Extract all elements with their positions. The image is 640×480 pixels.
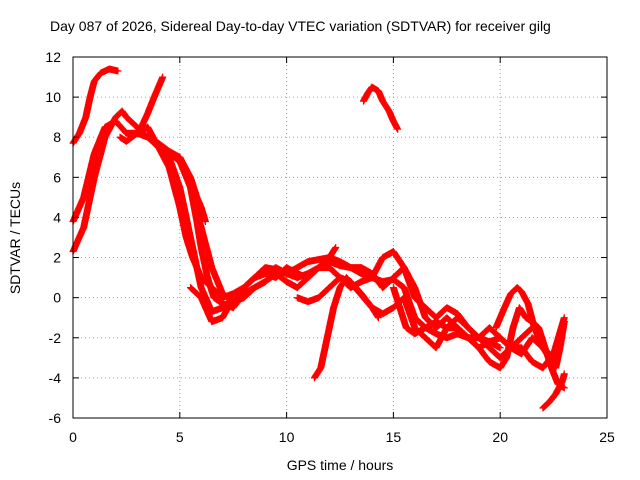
plot-frame <box>72 56 608 419</box>
y-tick-label: -2 <box>49 330 62 346</box>
ticks: 0 5 10 15 20 25 -6 -4 -2 0 2 4 6 8 10 12 <box>45 49 615 445</box>
series-track-2 <box>69 117 536 352</box>
x-axis-label: GPS time / hours <box>287 457 394 473</box>
x-tick-label: 15 <box>386 429 402 445</box>
data-marker-trace <box>187 244 340 326</box>
data-marker-trace <box>310 274 382 382</box>
series-track-1 <box>69 65 122 147</box>
data-marker-trace <box>69 65 122 147</box>
x-tick-label: 5 <box>176 429 184 445</box>
y-tick-label: 4 <box>53 209 61 225</box>
y-tick-label: -6 <box>49 410 62 426</box>
series-track-11 <box>360 83 402 133</box>
data-marker-trace <box>539 370 568 412</box>
series-track-8 <box>187 244 340 326</box>
data-marker-trace <box>69 117 536 352</box>
data-marker-trace <box>360 83 402 133</box>
y-tick-label: 8 <box>53 129 61 145</box>
x-tick-label: 25 <box>599 429 615 445</box>
data-marker-trace <box>492 284 568 372</box>
y-tick-label: 12 <box>45 49 61 65</box>
series-track-14 <box>539 370 568 412</box>
chart-title: Day 087 of 2026, Sidereal Day-to-day VTE… <box>50 18 551 34</box>
y-tick-label: 6 <box>53 169 61 185</box>
grid <box>73 57 607 418</box>
series-track-13 <box>492 284 568 372</box>
y-axis-label: SDTVAR / TECUs <box>7 182 23 294</box>
series-track-5 <box>137 73 167 131</box>
x-tick-label: 20 <box>492 429 508 445</box>
x-tick-label: 10 <box>279 429 295 445</box>
series-track-7 <box>176 153 209 225</box>
y-tick-label: 10 <box>45 89 61 105</box>
data-marker-trace <box>176 153 209 225</box>
y-tick-label: 0 <box>53 290 61 306</box>
y-tick-label: -4 <box>49 370 62 386</box>
y-tick-label: 2 <box>53 250 61 266</box>
data-points <box>69 65 568 412</box>
series-track-10 <box>310 274 382 382</box>
data-marker-trace <box>137 73 167 131</box>
x-tick-label: 0 <box>69 429 77 445</box>
